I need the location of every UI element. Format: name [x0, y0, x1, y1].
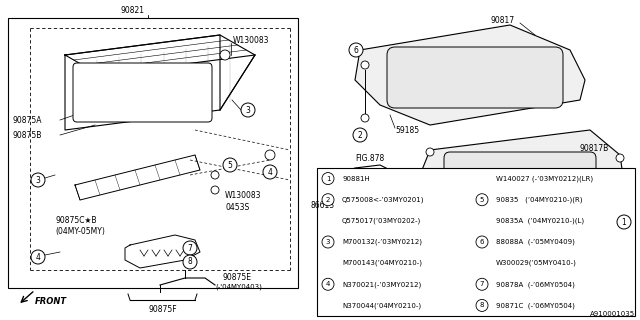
Text: W140027 (-’03MY0212)(LR): W140027 (-’03MY0212)(LR) [496, 175, 593, 182]
Text: 5: 5 [228, 161, 232, 170]
Text: 90835   (’04MY0210-)(R): 90835 (’04MY0210-)(R) [496, 196, 582, 203]
Text: 90875C★B: 90875C★B [55, 215, 97, 225]
Text: A910001035: A910001035 [590, 311, 635, 317]
FancyBboxPatch shape [73, 63, 212, 122]
Text: 6: 6 [353, 45, 358, 54]
Circle shape [322, 172, 334, 185]
Text: W130083: W130083 [225, 190, 262, 199]
Circle shape [183, 241, 197, 255]
Text: FRONT: FRONT [35, 298, 67, 307]
Text: 90881H: 90881H [342, 176, 370, 181]
Circle shape [241, 103, 255, 117]
Circle shape [617, 215, 631, 229]
Text: 1: 1 [326, 176, 330, 181]
Bar [317, 168, 635, 316]
Text: 3: 3 [36, 175, 40, 185]
Circle shape [361, 114, 369, 122]
Circle shape [220, 50, 230, 60]
Text: N370044(’04MY0210-): N370044(’04MY0210-) [342, 302, 421, 309]
FancyBboxPatch shape [444, 152, 596, 209]
Text: 3: 3 [326, 239, 330, 245]
Text: 88088A  (-’05MY0409): 88088A (-’05MY0409) [496, 239, 575, 245]
Text: 90821: 90821 [120, 5, 144, 14]
Circle shape [426, 208, 434, 216]
Circle shape [322, 278, 334, 290]
Circle shape [322, 236, 334, 248]
Circle shape [183, 255, 197, 269]
Text: 5: 5 [480, 197, 484, 203]
Text: Q575008<-’03MY0201): Q575008<-’03MY0201) [342, 196, 424, 203]
Polygon shape [420, 130, 625, 230]
Circle shape [211, 186, 219, 194]
Circle shape [265, 150, 275, 160]
Text: 90871C  (-’06MY0504): 90871C (-’06MY0504) [496, 302, 575, 309]
Text: M700132(-’03MY0212): M700132(-’03MY0212) [342, 239, 422, 245]
Circle shape [322, 188, 330, 196]
Text: 3: 3 [246, 106, 250, 115]
Text: 90875B: 90875B [12, 131, 42, 140]
Text: N370021(-’03MY0212): N370021(-’03MY0212) [342, 281, 421, 288]
Circle shape [322, 194, 334, 206]
Text: W300029(’05MY0410-): W300029(’05MY0410-) [496, 260, 577, 266]
Circle shape [31, 250, 45, 264]
Circle shape [332, 173, 342, 183]
Circle shape [614, 203, 622, 211]
Circle shape [34, 253, 42, 261]
Circle shape [426, 148, 434, 156]
Text: 8: 8 [480, 302, 484, 308]
Text: FIG.878: FIG.878 [355, 154, 384, 163]
Text: 1: 1 [621, 218, 627, 227]
Text: 4: 4 [268, 167, 273, 177]
Text: 4: 4 [326, 281, 330, 287]
Circle shape [263, 165, 277, 179]
Circle shape [476, 278, 488, 290]
Circle shape [349, 43, 363, 57]
Circle shape [353, 128, 367, 142]
Circle shape [223, 158, 237, 172]
Text: 90878A  (-’06MY0504): 90878A (-’06MY0504) [496, 281, 575, 288]
Bar [8, 18, 298, 288]
Text: 2: 2 [326, 197, 330, 203]
Circle shape [34, 176, 42, 184]
Text: 7: 7 [188, 244, 193, 252]
Text: 90875A: 90875A [12, 116, 42, 124]
FancyBboxPatch shape [387, 47, 563, 108]
Circle shape [616, 154, 624, 162]
Polygon shape [355, 25, 585, 125]
Text: 4: 4 [36, 252, 40, 261]
Text: (04MY-05MY): (04MY-05MY) [55, 227, 105, 236]
Text: 59185: 59185 [395, 125, 419, 134]
Text: W130083: W130083 [233, 36, 269, 44]
Text: 90817: 90817 [490, 15, 514, 25]
Text: 90817B: 90817B [580, 143, 609, 153]
Text: 90875E: 90875E [222, 274, 251, 283]
Circle shape [476, 300, 488, 311]
Circle shape [31, 173, 45, 187]
Text: Q575017(’03MY0202-): Q575017(’03MY0202-) [342, 218, 421, 224]
Text: 6: 6 [480, 239, 484, 245]
Text: (-'04MY0403): (-'04MY0403) [215, 284, 262, 290]
Text: 86613: 86613 [310, 201, 334, 210]
Circle shape [476, 194, 488, 206]
Text: M700143(’04MY0210-): M700143(’04MY0210-) [342, 260, 422, 266]
Text: 90835A  (’04MY0210-)(L): 90835A (’04MY0210-)(L) [496, 218, 584, 224]
Text: 7: 7 [480, 281, 484, 287]
Circle shape [361, 61, 369, 69]
Text: 2: 2 [358, 131, 362, 140]
Text: 0453S: 0453S [225, 203, 249, 212]
Circle shape [211, 171, 219, 179]
Text: 90875F: 90875F [148, 306, 177, 315]
Text: 8: 8 [188, 258, 193, 267]
Circle shape [476, 236, 488, 248]
